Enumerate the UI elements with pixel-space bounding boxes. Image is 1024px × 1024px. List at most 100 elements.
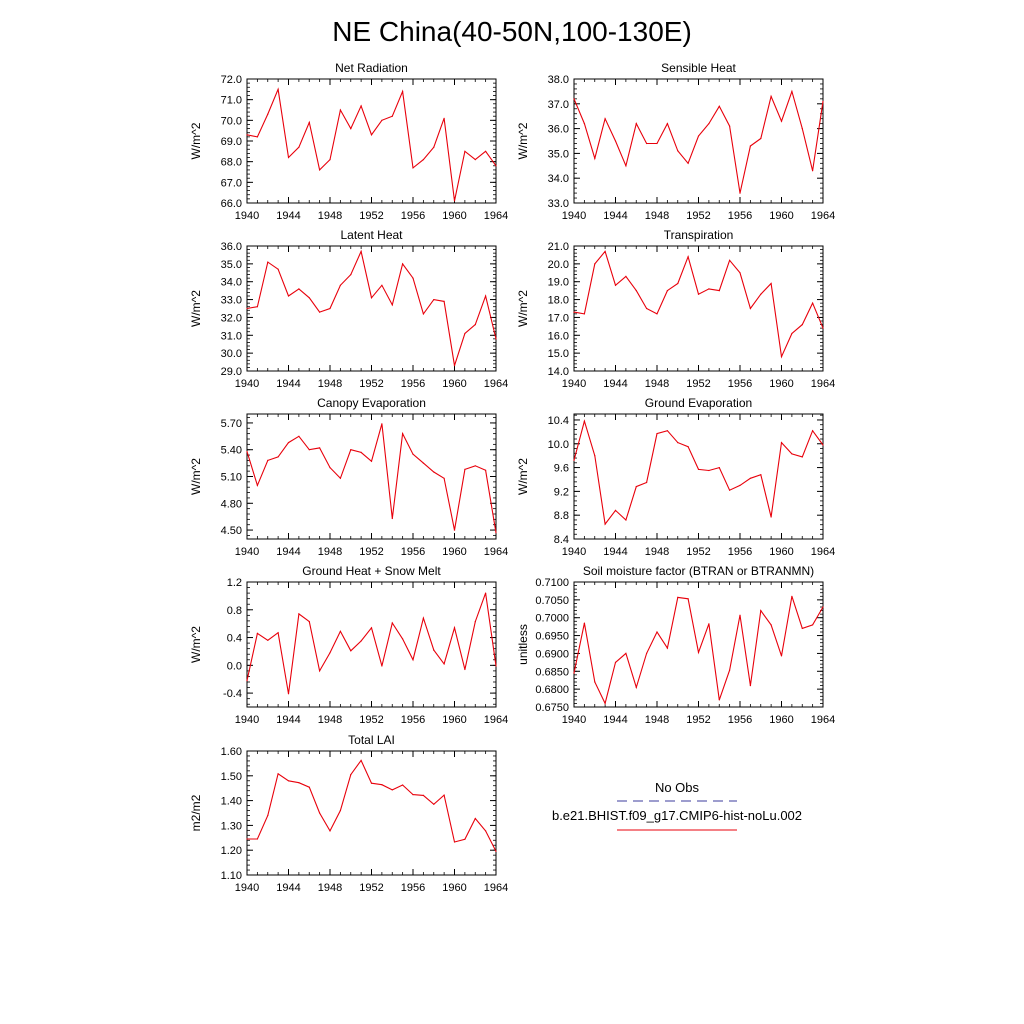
data-point: [277, 456, 279, 458]
data-point: [360, 640, 362, 642]
data-point: [583, 622, 586, 624]
x-tick-label: 1964: [484, 714, 508, 726]
y-tick-label: 1.10: [221, 870, 242, 882]
x-tick-label: 1960: [769, 210, 793, 222]
data-point: [256, 484, 258, 486]
data-point: [402, 638, 404, 640]
data-point: [770, 282, 772, 285]
x-tick-label: 1960: [769, 714, 793, 726]
data-point: [433, 471, 435, 473]
data-point: [614, 140, 617, 142]
figure-title: NE China(40-50N,100-130E): [332, 16, 692, 47]
data-point: [402, 90, 404, 92]
data-point: [433, 299, 435, 301]
data-point: [433, 649, 435, 651]
data-point: [812, 430, 814, 432]
data-point: [812, 170, 814, 172]
y-tick-label: 35.0: [548, 148, 569, 160]
y-tick-label: 33.0: [548, 198, 569, 210]
y-tick-label: 1.50: [221, 771, 242, 783]
data-point: [308, 121, 310, 123]
y-tick-label: 71.0: [221, 95, 242, 107]
panel-title: Net Radiation: [335, 61, 408, 75]
data-point: [485, 295, 487, 297]
y-tick-label: 4.50: [221, 525, 242, 537]
data-point: [453, 627, 456, 629]
data-point: [277, 773, 279, 775]
data-point: [635, 290, 637, 292]
x-tick-label: 1956: [728, 714, 752, 726]
y-axis-label: m2/m2: [189, 794, 203, 831]
data-point: [422, 617, 424, 619]
data-point: [381, 423, 383, 425]
data-point: [749, 477, 752, 479]
y-axis-label: W/m^2: [516, 122, 530, 159]
x-tick-label: 1952: [686, 210, 710, 222]
panel-title: Sensible Heat: [661, 61, 736, 75]
x-tick-label: 1964: [484, 882, 508, 894]
y-tick-label: 38.0: [548, 74, 569, 86]
data-point: [749, 145, 752, 147]
data-point: [339, 630, 341, 632]
y-tick-label: 18.0: [548, 295, 569, 307]
x-tick-label: 1952: [686, 546, 710, 558]
data-point: [464, 332, 466, 335]
data-point: [594, 157, 596, 159]
data-point: [739, 192, 741, 194]
data-point: [801, 456, 803, 458]
data-point: [298, 782, 300, 784]
data-point: [677, 596, 679, 599]
x-tick-label: 1944: [276, 546, 300, 558]
data-point: [391, 115, 393, 117]
y-tick-label: 0.7050: [535, 595, 569, 607]
data-point: [708, 623, 710, 625]
data-point: [474, 817, 476, 820]
data-point: [791, 332, 793, 335]
chart-panel-9: Total LAI 1940 1944 1948 1952 1956 1960 1964 1.1…: [189, 733, 508, 894]
x-tick-label: 1952: [686, 378, 710, 390]
y-tick-label: 1.20: [221, 845, 242, 857]
data-point: [718, 290, 720, 292]
data-point: [433, 146, 435, 148]
data-point: [391, 304, 393, 306]
y-tick-label: 1.30: [221, 820, 242, 832]
data-point: [770, 516, 772, 518]
data-point: [729, 669, 731, 671]
data-point: [329, 652, 331, 654]
panel-title: Transpiration: [664, 228, 734, 242]
y-axis-label: W/m^2: [189, 458, 203, 495]
data-point: [718, 105, 720, 107]
data-point: [329, 307, 331, 310]
data-point: [412, 167, 414, 169]
chart-panel-6: Ground Evaporation 1940 1944 1948 1952 1956 19…: [516, 396, 835, 558]
y-tick-label: 30.0: [221, 348, 242, 360]
data-point: [729, 489, 731, 491]
data-point: [422, 794, 424, 797]
y-tick-label: 69.0: [221, 136, 242, 148]
x-tick-label: 1948: [645, 210, 669, 222]
data-point: [267, 113, 269, 115]
data-point: [801, 128, 803, 130]
data-point: [370, 627, 373, 629]
data-point: [339, 809, 341, 812]
data-point: [319, 812, 321, 814]
data-point: [287, 295, 290, 297]
y-tick-label: 33.0: [221, 295, 242, 307]
data-point: [666, 430, 669, 432]
data-point: [277, 268, 279, 270]
legend-obs-label: No Obs: [655, 780, 700, 795]
y-tick-label: 8.8: [554, 510, 569, 522]
data-point: [256, 306, 258, 308]
data-point: [246, 450, 248, 453]
data-point: [573, 459, 575, 461]
data-point: [370, 134, 373, 136]
chart-panel-5: Canopy Evaporation 1940 1944 1948 1952 1956 19…: [189, 396, 508, 558]
x-tick-label: 1948: [645, 378, 669, 390]
data-point: [246, 307, 248, 310]
data-point: [760, 293, 762, 295]
y-tick-label: 0.6900: [535, 648, 569, 660]
data-point: [677, 150, 679, 152]
x-tick-label: 1952: [359, 546, 383, 558]
data-point: [687, 162, 689, 164]
